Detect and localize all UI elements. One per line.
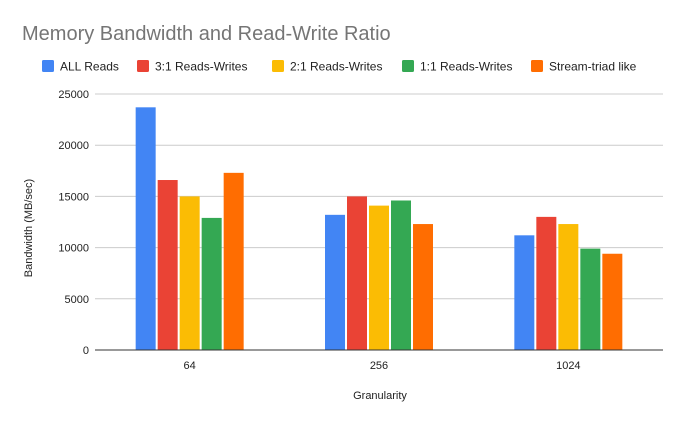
chart-title: Memory Bandwidth and Read-Write Ratio (22, 23, 391, 45)
legend-label: 3:1 Reads-Writes (155, 60, 247, 74)
legend: ALL Reads 3:1 Reads-Writes 2:1 Reads-Write… (42, 60, 637, 74)
legend-swatch (137, 60, 149, 72)
bar (223, 172, 244, 350)
bar (580, 248, 601, 350)
legend-label: Stream-triad like (549, 60, 637, 74)
bar (201, 217, 222, 350)
legend-swatch (272, 60, 284, 72)
bar (413, 224, 433, 350)
x-tick-label: 64 (184, 360, 196, 372)
legend-label: ALL Reads (60, 60, 119, 74)
bars (135, 107, 623, 350)
bar (602, 253, 623, 350)
x-tick-label: 1024 (556, 360, 580, 372)
y-tick-label: 15000 (58, 191, 89, 203)
bar (558, 224, 579, 350)
legend-swatch (531, 60, 543, 72)
bar (369, 205, 389, 350)
legend-swatch (42, 60, 54, 72)
bar (536, 216, 557, 350)
y-axis-ticks: 0 5000 10000 15000 20000 25000 (58, 89, 89, 357)
bar (157, 180, 178, 350)
bar (179, 196, 200, 350)
y-tick-label: 10000 (58, 243, 89, 255)
bar (135, 107, 156, 350)
y-tick-label: 5000 (65, 294, 89, 306)
y-tick-label: 25000 (58, 89, 89, 101)
x-axis-ticks: 64 256 1024 (184, 360, 581, 372)
y-tick-label: 0 (83, 345, 89, 357)
bar (391, 200, 411, 350)
legend-swatch (402, 60, 414, 72)
y-tick-label: 20000 (58, 140, 89, 152)
legend-label: 1:1 Reads-Writes (420, 60, 512, 74)
legend-label: 2:1 Reads-Writes (290, 60, 382, 74)
x-axis-title: Granularity (353, 390, 407, 402)
bar (325, 214, 345, 350)
bar (347, 196, 367, 350)
y-axis-title: Bandwidth (MB/sec) (23, 179, 35, 277)
x-tick-label: 256 (370, 360, 388, 372)
bar (514, 235, 535, 350)
